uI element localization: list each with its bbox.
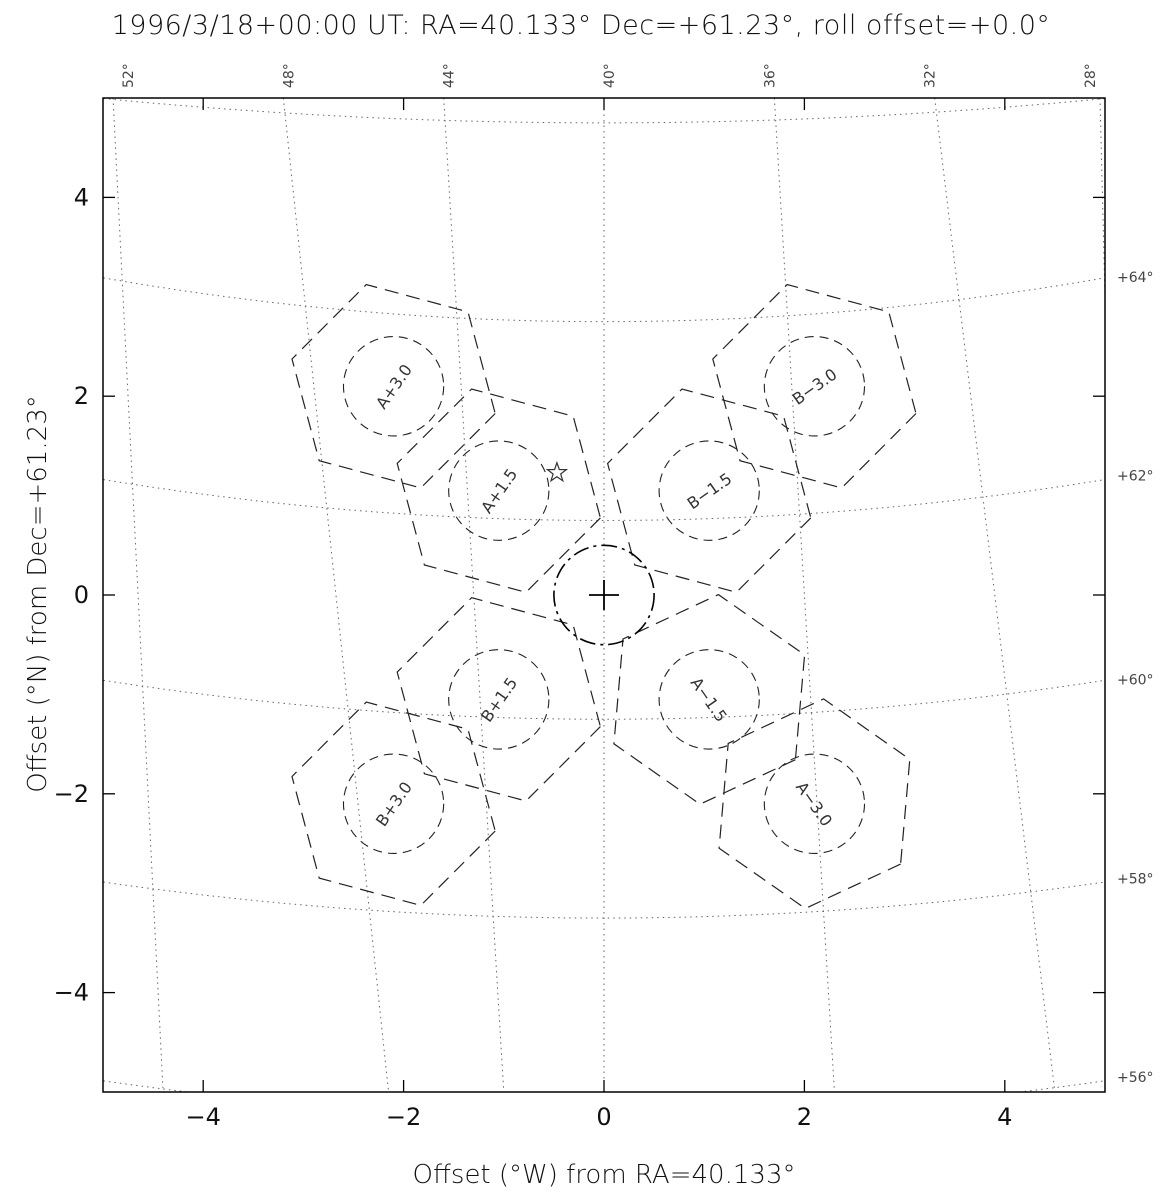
x-tick-label: −2 <box>386 1103 421 1131</box>
x-tick-label: 0 <box>596 1103 611 1131</box>
y-tick-label: 4 <box>74 183 89 211</box>
pointing-label: B−3.0 <box>789 365 841 409</box>
pointing-circle <box>448 649 550 750</box>
dec-grid-label: +62° <box>1117 469 1154 485</box>
ra-grid-line <box>112 98 164 1092</box>
pointing-circle <box>763 336 866 437</box>
dec-grid-label: +58° <box>1117 871 1154 887</box>
pointing-hexagon <box>291 283 496 489</box>
pointing-hexagon <box>396 597 602 802</box>
x-tick-label: −4 <box>186 1103 221 1131</box>
plot-area: A+3.0A+1.5B−3.0B−1.5B+1.5B+3.0A−1.5A−3.0 <box>103 98 1105 1092</box>
star-icon <box>545 460 569 483</box>
ra-grid-label: 28° <box>1083 63 1099 88</box>
ra-grid-label: 36° <box>762 63 778 88</box>
ra-grid-label: 32° <box>923 63 939 88</box>
pointing-circle <box>763 753 866 854</box>
ra-grid-line <box>282 98 390 1092</box>
x-axis-label: Offset (°W) from RA=40.133° <box>412 1160 796 1190</box>
ra-grid-label: 48° <box>281 63 297 88</box>
dec-grid-line <box>103 277 1105 323</box>
pointing-label: A+3.0 <box>372 361 416 413</box>
pointing-hexagon <box>613 593 806 805</box>
target-circle <box>553 544 655 646</box>
y-tick-label: 2 <box>74 382 89 410</box>
ra-grid-label: 52° <box>121 63 137 88</box>
pointing-circle <box>342 753 445 854</box>
ra-grid-line <box>773 98 835 1092</box>
pointing-hexagon <box>718 698 911 910</box>
pointing-label: B+3.0 <box>372 778 416 830</box>
ra-grid-line <box>1099 98 1105 317</box>
dec-grid-label: +56° <box>1117 1070 1154 1086</box>
chart-title: 1996/3/18+00:00 UT: RA=40.133° Dec=+61.2… <box>111 10 1051 41</box>
pointing-circle <box>448 440 550 541</box>
ra-grid-line <box>443 98 505 1092</box>
pointing-circle <box>658 440 760 541</box>
pointing-hexagon <box>606 388 812 593</box>
ra-grid-label: 40° <box>602 63 618 88</box>
pointing-circle <box>658 649 760 750</box>
pointing-hexagon <box>396 388 602 593</box>
pointing-label: B−1.5 <box>684 469 736 513</box>
dec-grid-line <box>103 478 1105 521</box>
pointing-label: A+1.5 <box>477 465 521 517</box>
y-tick-label: −4 <box>54 979 89 1007</box>
pointing-label: A−3.0 <box>792 778 836 830</box>
pointing-label: A−1.5 <box>687 674 731 726</box>
dec-grid-line <box>103 679 1105 720</box>
y-tick-label: 0 <box>74 581 89 609</box>
x-tick-label: 2 <box>797 1103 812 1131</box>
y-tick-label: −2 <box>54 780 89 808</box>
dec-grid-label: +60° <box>1117 672 1154 688</box>
dec-grid-line <box>103 98 1105 124</box>
dec-grid-line <box>103 881 1105 919</box>
ra-grid-line <box>934 98 1056 1092</box>
pointing-hexagon <box>291 701 496 907</box>
x-tick-label: 4 <box>997 1103 1012 1131</box>
pointing-circle <box>342 336 445 437</box>
pointing-hexagon <box>712 283 917 489</box>
dec-grid-label: +64° <box>1117 270 1154 286</box>
ra-grid-label: 44° <box>442 63 458 88</box>
